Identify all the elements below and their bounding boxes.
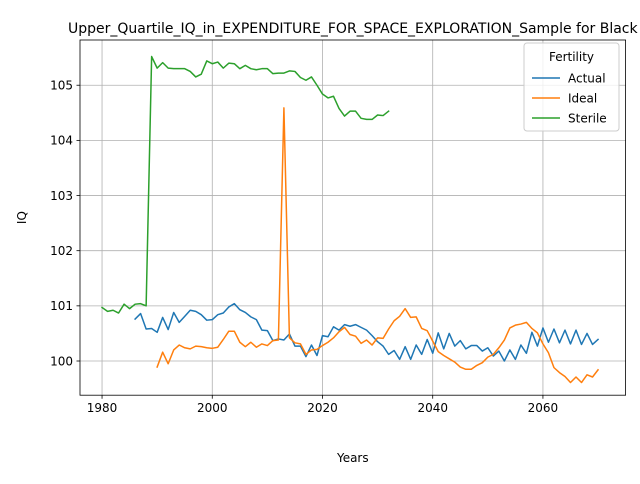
legend: Fertility Actual Ideal Sterile [523, 42, 620, 132]
y-tick-label: 100 [50, 354, 73, 368]
series-line-sterile [100, 55, 390, 314]
x-tick-label: 2020 [307, 401, 338, 415]
legend-entries: Actual Ideal Sterile [532, 71, 607, 125]
legend-label-ideal: Ideal [568, 91, 597, 105]
chart-title: Upper_Quartile_IQ_in_EXPENDITURE_FOR_SPA… [68, 21, 639, 37]
y-tick-label: 101 [50, 299, 73, 313]
y-tick-label: 102 [50, 244, 73, 258]
x-tick-label: 1980 [87, 401, 118, 415]
y-tick-label: 103 [50, 189, 73, 203]
x-tick-label: 2040 [417, 401, 448, 415]
x-axis-label: Years [336, 451, 369, 465]
y-axis-label: IQ [15, 211, 29, 224]
y-tick-label: 104 [50, 134, 73, 148]
legend-label-sterile: Sterile [568, 111, 607, 125]
legend-label-actual: Actual [568, 71, 606, 85]
x-axis-ticks: 1980 2000 2020 2040 2060 [87, 395, 558, 415]
plot-frame [79, 39, 626, 396]
series-lines [100, 55, 600, 384]
series-line-actual [134, 302, 600, 362]
legend-title: Fertility [549, 50, 594, 64]
legend-box [523, 42, 620, 132]
series-line-ideal [156, 107, 600, 384]
y-axis-ticks: 100 101 102 103 104 105 [50, 79, 80, 368]
x-tick-label: 2000 [197, 401, 228, 415]
x-tick-label: 2060 [528, 401, 559, 415]
y-tick-label: 105 [50, 79, 73, 93]
